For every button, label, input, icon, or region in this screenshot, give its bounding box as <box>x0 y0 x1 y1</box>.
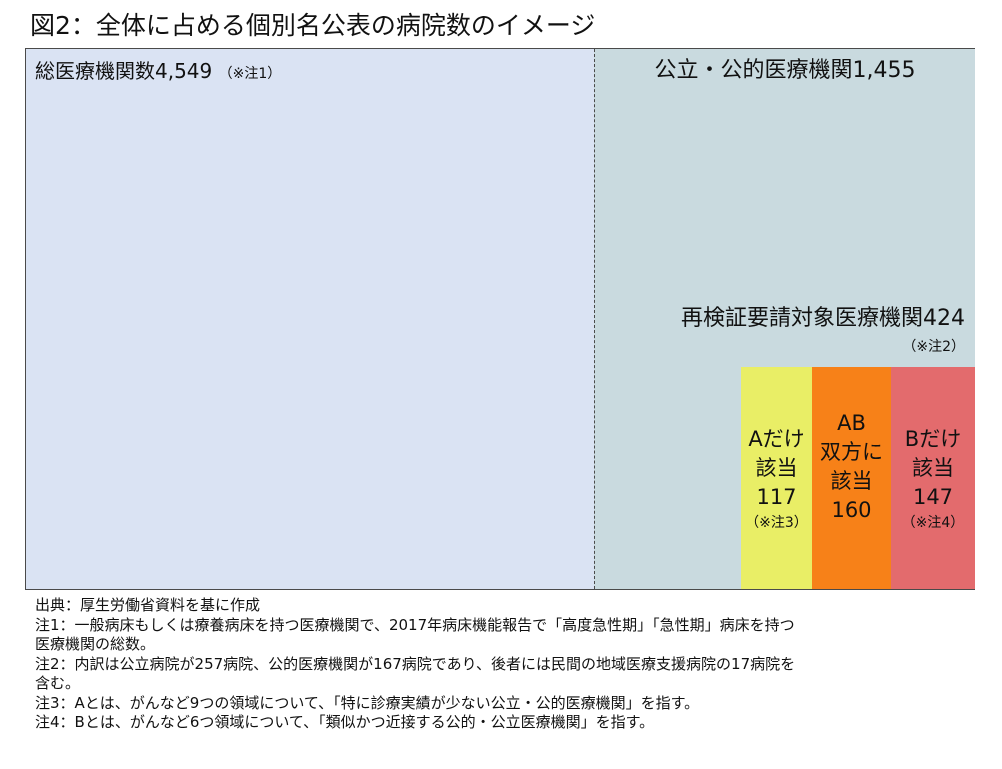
ab-both-value: 160 <box>831 498 872 522</box>
note1-line1: 注1：一般病床もしくは療養病床を持つ医療機関で、2017年病床機能報告で「高度急… <box>35 615 795 634</box>
review-hospitals-note: （※注2） <box>902 339 965 355</box>
ab-both-box: AB 双方に 該当 160 <box>812 367 891 589</box>
a-only-note: （※注3） <box>745 515 808 531</box>
b-only-line2: 該当 <box>912 456 954 480</box>
ab-both-line2: 双方に <box>820 440 883 464</box>
figure-title: 図2：全体に占める個別名公表の病院数のイメージ <box>30 11 596 40</box>
a-only-box: Aだけ 該当 117 （※注3） <box>741 367 812 589</box>
b-only-line1: Bだけ <box>904 427 962 451</box>
a-only-line1: Aだけ <box>748 427 805 451</box>
public-hospitals-label: 公立・公的医療機関1,455 <box>654 58 916 83</box>
public-hospitals-box: 公立・公的医療機関1,455 再検証要請対象医療機関424 （※注2） Aだけ … <box>594 49 975 589</box>
ab-both-line3: 該当 <box>830 469 873 493</box>
note2-line1: 注2：内訳は公立病院が257病院、公的医療機関が167病院であり、後者には民間の… <box>35 654 796 673</box>
note2-line2: 含む。 <box>35 674 81 692</box>
a-only-value: 117 <box>756 485 797 509</box>
ab-both-line1: AB <box>837 411 866 435</box>
b-only-note: （※注4） <box>901 515 965 531</box>
total-hospitals-note: （※注1） <box>218 66 282 82</box>
total-hospitals-label: 総医療機関数4,549 （※注1） <box>35 55 281 90</box>
note4: 注4：Bとは、がんなど6つ領域について、「類似かつ近接する公的・公立医療機関」を… <box>35 713 655 731</box>
a-only-line2: 該当 <box>755 456 798 480</box>
total-hospitals-text: 総医療機関数4,549 <box>35 59 213 83</box>
b-only-value: 147 <box>912 485 954 509</box>
note3: 注3：Aとは、がんなど9つの領域について、「特に診療実績が少ない公立・公的医療機… <box>35 693 700 712</box>
review-hospitals-label: 再検証要請対象医療機関424 <box>681 306 965 331</box>
b-only-box: Bだけ 該当 147 （※注4） <box>891 367 975 589</box>
source-note: 出典：厚生労働省資料を基に作成 <box>35 596 261 614</box>
note1-line2: 医療機関の総数。 <box>35 635 156 653</box>
total-hospitals-box: 総医療機関数4,549 （※注1） 公立・公的医療機関1,455 再検証要請対象… <box>25 48 975 590</box>
footnotes: 出典：厚生労働省資料を基に作成 注1：一般病床もしくは療養病床を持つ医療機関で、… <box>35 596 975 733</box>
